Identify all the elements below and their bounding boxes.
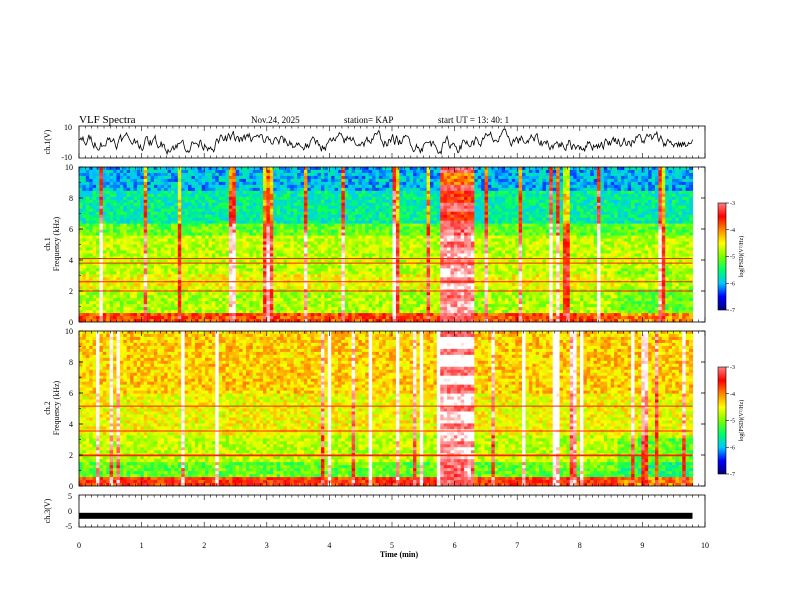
x-tick-label: 4 [327,541,331,550]
ch3-ytick-top: 5 [68,492,72,501]
spectrogram-ytick-label: 2 [69,451,73,460]
ch3-waveform-ylabel: ch.3(V) [43,498,52,523]
figure-title: VLF Spectra [79,114,136,126]
spectrogram-ytick-label: 6 [69,225,73,234]
ch3-waveform-panel: 5 0 -5 ch.3(V) [43,492,706,531]
spectrogram-ytick-label: 4 [69,256,73,265]
x-tick-label: 0 [77,541,81,550]
colorbar-tick-label: -7 [730,308,735,314]
x-tick-label: 5 [390,541,394,550]
ch1-waveform-panel: 10 -10 ch.1(V) [43,123,706,162]
spectrogram-ytick-label: 8 [69,358,73,367]
ch1-channel-label: ch.1 [43,237,52,251]
colorbar-tick-label: -6 [730,445,735,451]
header-station: station= KAP [344,115,393,125]
spectrogram-ytick-label: 6 [69,389,73,398]
spectrogram-ytick-label: 0 [69,482,73,491]
ch1-waveform-ylabel: ch.1(V) [43,129,52,154]
header-date: Nov.24, 2025 [251,115,300,125]
colorbar-tick-label: -3 [730,365,735,371]
colorbar-tick-label: -5 [730,255,735,261]
spectrogram-ytick-label: 10 [65,327,73,336]
spectrogram-ytick-label: 2 [69,287,73,296]
colorbar-label: log(PSD)(V²/Hz) [738,236,745,277]
ch2-frequency-label: Frequency (kHz) [52,380,61,435]
colorbar-tick-label: -6 [730,281,735,287]
spectrogram-ytick-label: 0 [69,318,73,327]
ch2-colorbar: -3 -4 -5 -6 -7 log(PSD)(V²/Hz) [717,365,745,478]
ch1-ytick-top: 10 [64,123,72,132]
x-tick-label: 3 [265,541,269,550]
colorbar-tick-label: -4 [730,228,735,234]
colorbar-gradient [717,366,727,475]
ch3-waveform-trace [79,512,693,519]
ch2-spectrogram-panel: 0 2 4 6 8 10 ch.2 Frequency (kHz) -3 -4 -5 -6 -7 l… [43,327,745,491]
spectrogram-ytick-label: 4 [69,420,73,429]
ch2-spectrogram-image [79,331,705,486]
colorbar-tick-label: -7 [730,472,735,478]
x-tick-label: 10 [701,541,709,550]
x-tick-label: 6 [453,541,457,550]
spectrogram-ytick-label: 10 [65,163,73,172]
x-tick-label: 1 [140,541,144,550]
ch3-ytick-bottom: -5 [65,522,72,531]
ch1-frequency-label: Frequency (kHz) [52,216,61,271]
ch1-spectrogram-panel: 0 2 4 6 8 10 ch.1 Frequency (kHz) -3 -4 -5 -6 -7 l… [43,163,745,327]
colorbar-tick-label: -3 [730,201,735,207]
x-tick-label: 8 [578,541,582,550]
colorbar-label: log(PSD)(V²/Hz) [738,400,745,441]
ch1-waveform-trace [79,128,693,156]
x-axis-label: Time (min) [380,550,419,559]
x-tick-label: 2 [202,541,206,550]
colorbar-tick-label: -5 [730,419,735,425]
colorbar-tick-label: -4 [730,392,735,398]
colorbar-gradient [717,202,727,311]
spectrogram-ytick-label: 8 [69,194,73,203]
x-tick-label: 7 [515,541,519,550]
header-start-time: start UT = 13: 40: 1 [438,115,509,125]
x-tick-label: 9 [640,541,644,550]
ch1-ytick-bottom: -10 [61,153,72,162]
ch1-spectrogram-image [79,167,705,322]
ch3-ytick-middle: 0 [68,507,72,516]
ch1-colorbar: -3 -4 -5 -6 -7 log(PSD)(V²/Hz) [717,201,745,314]
ch2-channel-label: ch.2 [43,401,52,415]
